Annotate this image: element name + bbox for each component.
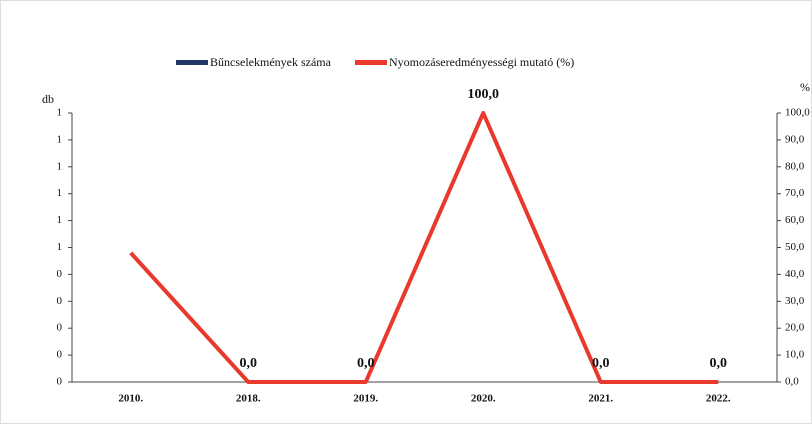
y-tick-label: 1 — [57, 241, 63, 253]
y-tick-label: 1 — [57, 214, 63, 226]
y-tick-label: 0 — [57, 376, 63, 388]
data-label: 100,0 — [468, 87, 500, 102]
data-label: 0,0 — [710, 356, 728, 371]
line — [129, 111, 719, 384]
y-tick-label: 0 — [57, 268, 63, 280]
data-label: 0,0 — [592, 356, 610, 371]
y-tick-label: 1 — [57, 107, 63, 119]
y2-tick-label: 70,0 — [785, 187, 805, 199]
x-tick-label: 2019. — [353, 393, 378, 405]
y-tick-label: 0 — [57, 322, 63, 334]
y2-tick-label: 40,0 — [785, 268, 805, 280]
x-tick-label: 2020. — [471, 393, 496, 405]
data-label: 0,0 — [357, 356, 375, 371]
y2-tick-label: 30,0 — [785, 295, 805, 307]
y2-tick-label: 10,0 — [785, 349, 805, 361]
y2-axis-title: % — [800, 80, 810, 94]
x-tick-label: 2010. — [118, 393, 143, 405]
legend-swatch — [354, 60, 387, 65]
y-tick-label: 1 — [57, 160, 63, 172]
x-tick-label: 2018. — [236, 393, 261, 405]
y2-tick-label: 80,0 — [785, 160, 805, 172]
y2-tick-label: 90,0 — [785, 133, 805, 145]
y-tick-label: 1 — [57, 133, 63, 145]
legend-label: Bűncselekmények száma — [210, 55, 332, 69]
x-tick-label: 2021. — [588, 393, 613, 405]
y-tick-label: 1 — [57, 187, 63, 199]
legend-swatch — [176, 60, 208, 65]
data-label: 0,0 — [240, 356, 258, 371]
y-axis-title: db — [42, 92, 54, 106]
legend-label: Nyomozáseredményességi mutató (%) — [389, 55, 574, 69]
y2-tick-label: 20,0 — [785, 322, 805, 334]
y2-tick-label: 60,0 — [785, 214, 805, 226]
x-tick-label: 2022. — [706, 393, 731, 405]
y-tick-label: 0 — [57, 295, 63, 307]
y2-tick-label: 100,0 — [785, 107, 810, 119]
y2-tick-label: 0,0 — [785, 376, 799, 388]
y2-tick-label: 50,0 — [785, 241, 805, 253]
y-tick-label: 0 — [57, 349, 63, 361]
